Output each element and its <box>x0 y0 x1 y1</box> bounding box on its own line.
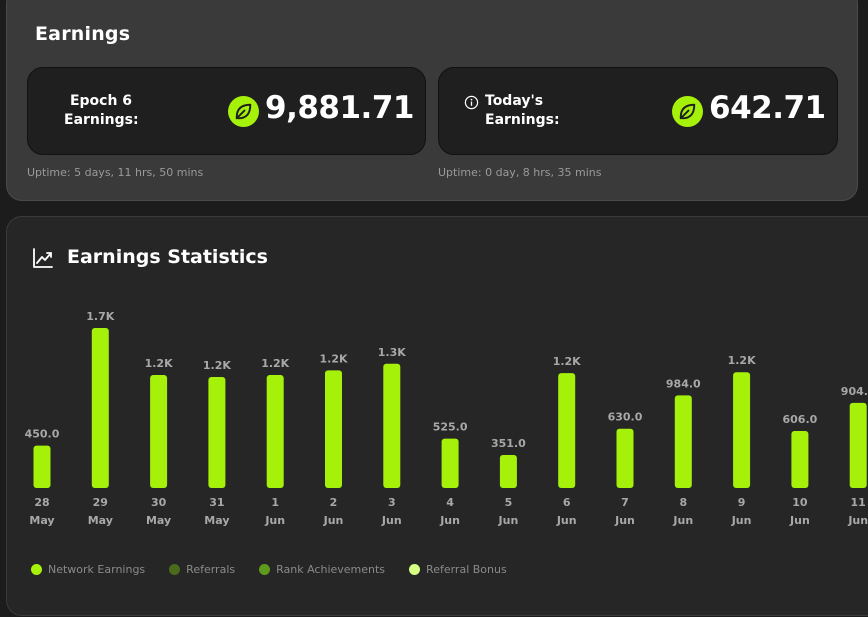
bar-value-label: 1.2K <box>261 357 289 370</box>
x-tick-day: 11 <box>851 496 866 509</box>
bar-value-label: 630.0 <box>608 411 643 424</box>
bar-5[interactable] <box>325 370 342 488</box>
legend-dot <box>409 564 421 575</box>
bar-value-label: 450.0 <box>25 428 60 441</box>
bar-10[interactable] <box>616 428 634 488</box>
legend-dot <box>169 564 181 575</box>
legend-label: Rank Achievements <box>276 563 386 576</box>
bar-value-label: 1.7K <box>86 310 114 323</box>
legend-item[interactable]: Rank Achievements <box>259 563 385 576</box>
epoch-earnings-box: Epoch 6 Earnings: 9,881.71 <box>27 67 426 155</box>
x-tick-day: 8 <box>679 496 687 509</box>
legend-item[interactable]: Referral Bonus <box>409 563 507 576</box>
earnings-title: Earnings <box>35 23 131 45</box>
earnings-card: Earnings Epoch 6 Earnings: 9,881.71 Upti… <box>6 0 858 201</box>
legend-dot <box>31 564 42 575</box>
earnings-bar-chart: 450.028May1.7K29May1.2K30May1.2K31May1.2… <box>25 310 868 527</box>
x-tick-month: Jun <box>731 514 752 527</box>
bar-2[interactable] <box>150 375 168 488</box>
chart-legend: Network Earnings Referrals Rank Achievemen… <box>31 563 531 576</box>
bar-value-label: 984.0 <box>666 377 701 390</box>
bar-value-label: 1.2K <box>203 359 231 372</box>
x-tick-day: 6 <box>563 496 571 509</box>
x-tick-day: 30 <box>151 496 167 509</box>
x-tick-day: 7 <box>621 496 629 509</box>
bar-13[interactable] <box>791 430 809 488</box>
bar-12[interactable] <box>733 372 751 488</box>
bar-1[interactable] <box>91 328 109 488</box>
epoch-label-line1: Epoch 6 <box>69 93 133 109</box>
bar-value-label: 904.0 <box>841 385 868 398</box>
today-label-line1: Today's <box>485 93 544 109</box>
legend-label: Network Earnings <box>48 563 146 576</box>
x-tick-day: 28 <box>34 496 49 509</box>
earnings-statistics-title: Earnings Statistics <box>67 246 268 268</box>
epoch-earnings-value: 9,881.71 <box>265 90 414 126</box>
today-uptime: Uptime: 0 day, 8 hrs, 35 mins <box>438 166 602 179</box>
bar-8[interactable] <box>499 454 517 488</box>
x-tick-month: May <box>29 514 54 527</box>
legend-item[interactable]: Network Earnings <box>31 563 145 576</box>
bar-value-label: 606.0 <box>783 413 818 426</box>
today-earnings-label: Today's Earnings: <box>485 92 563 130</box>
today-label-line2: Earnings: <box>485 112 560 128</box>
bar-6[interactable] <box>383 363 401 488</box>
legend-item[interactable]: Referrals <box>169 563 235 576</box>
bar-value-label: 525.0 <box>433 421 468 434</box>
legend-label: Referral Bonus <box>426 563 507 576</box>
bar-11[interactable] <box>674 395 692 488</box>
x-tick-month: May <box>88 514 113 527</box>
info-icon[interactable] <box>464 95 479 110</box>
bar-0[interactable] <box>33 445 51 488</box>
leaf-icon <box>672 96 703 127</box>
x-tick-month: Jun <box>439 514 460 527</box>
bar-value-label: 1.2K <box>145 357 173 370</box>
x-tick-day: 31 <box>209 496 224 509</box>
bar-value-label: 351.0 <box>491 437 526 450</box>
x-tick-month: Jun <box>381 514 402 527</box>
earnings-statistics-card: Earnings Statistics 450.0 28 May 1.7K 29 May 1… <box>6 216 868 616</box>
bar-value-label: 1.2K <box>319 352 347 365</box>
epoch-label-line2: Earnings: <box>64 112 139 128</box>
bar-7[interactable] <box>441 438 459 488</box>
x-tick-day: 5 <box>505 496 513 509</box>
x-tick-month: May <box>146 514 171 527</box>
x-tick-day: 29 <box>93 496 108 509</box>
bar-value-label: 1.3K <box>378 346 406 359</box>
today-earnings-value: 642.71 <box>709 90 826 126</box>
x-tick-day: 3 <box>388 496 396 509</box>
legend-label: Referrals <box>186 563 236 576</box>
leaf-icon <box>228 96 259 127</box>
bar-value-label: 1.2K <box>728 354 756 367</box>
today-earnings-box: Today's Earnings: 642.71 <box>438 67 838 155</box>
x-tick-day: 1 <box>271 496 279 509</box>
bar-3[interactable] <box>208 376 226 488</box>
x-tick-day: 2 <box>330 496 338 509</box>
bar-9[interactable] <box>558 373 576 488</box>
x-tick-month: Jun <box>789 514 810 527</box>
x-tick-month: May <box>204 514 229 527</box>
x-tick-day: 10 <box>792 496 808 509</box>
x-tick-month: Jun <box>556 514 577 527</box>
epoch-earnings-label: Epoch 6 Earnings: <box>64 92 139 130</box>
x-tick-day: 4 <box>446 496 454 509</box>
bar-value-label: 1.2K <box>553 355 581 368</box>
bar-14[interactable] <box>849 402 867 488</box>
trending-up-icon <box>33 248 53 268</box>
x-tick-month: Jun <box>614 514 635 527</box>
x-tick-month: Jun <box>323 514 344 527</box>
legend-dot <box>259 564 271 575</box>
x-tick-month: Jun <box>498 514 519 527</box>
bar-4[interactable] <box>266 375 284 488</box>
x-tick-month: Jun <box>264 514 285 527</box>
epoch-uptime: Uptime: 5 days, 11 hrs, 50 mins <box>27 166 204 179</box>
x-tick-month: Jun <box>847 514 868 527</box>
x-tick-day: 9 <box>738 496 746 509</box>
x-tick-month: Jun <box>672 514 693 527</box>
